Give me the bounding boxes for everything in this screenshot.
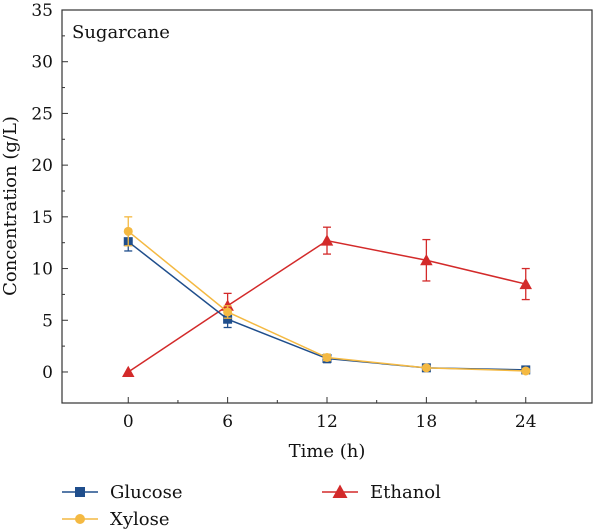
ethanol-point [122, 365, 135, 377]
y-tick-label: 20 [31, 156, 53, 176]
legend-label: Ethanol [370, 482, 441, 503]
chart-title: Sugarcane [72, 22, 170, 43]
ethanol-point [420, 254, 433, 266]
series-layer [122, 216, 532, 377]
xylose-point [123, 226, 133, 236]
x-tick-label: 18 [416, 412, 438, 432]
y-tick-label: 35 [31, 1, 53, 21]
glucose-point [223, 314, 233, 324]
legend-marker-glucose [75, 487, 85, 497]
y-tick-label: 5 [42, 311, 53, 331]
legend: Glucose Xylose Ethanol [62, 482, 441, 530]
legend-label: Glucose [110, 482, 183, 503]
xylose-point [421, 363, 431, 373]
legend-label: Xylose [110, 509, 169, 530]
x-axis: 0 6 12 18 24 [123, 397, 537, 432]
legend-item-xylose: Xylose [62, 509, 169, 530]
legend-marker-xylose [75, 514, 85, 524]
x-tick-label: 6 [222, 412, 233, 432]
plot-area [61, 9, 593, 404]
y-axis: 0 5 10 15 20 25 30 35 [31, 1, 68, 383]
ethanol-point [320, 234, 334, 246]
x-tick-label: 0 [123, 412, 134, 432]
xylose-point [322, 352, 332, 362]
xylose-point [521, 366, 531, 376]
glucose-line [127, 241, 526, 371]
x-tick-label: 12 [316, 412, 338, 432]
x-axis-label: Time (h) [289, 441, 366, 462]
y-tick-label: 30 [31, 53, 53, 73]
xylose-series [123, 216, 531, 376]
x-tick-label: 24 [515, 412, 537, 432]
xylose-point [223, 307, 233, 317]
legend-item-glucose: Glucose [62, 482, 183, 503]
y-tick-label: 15 [31, 208, 53, 228]
y-tick-label: 25 [31, 104, 53, 124]
y-tick-label: 0 [42, 363, 53, 383]
y-axis-label: Concentration (g/L) [0, 116, 21, 296]
ethanol-line [127, 239, 526, 373]
legend-marker-ethanol [332, 484, 348, 498]
y-tick-label: 10 [31, 260, 53, 280]
legend-item-ethanol: Ethanol [322, 482, 441, 503]
ethanol-point [519, 277, 532, 290]
